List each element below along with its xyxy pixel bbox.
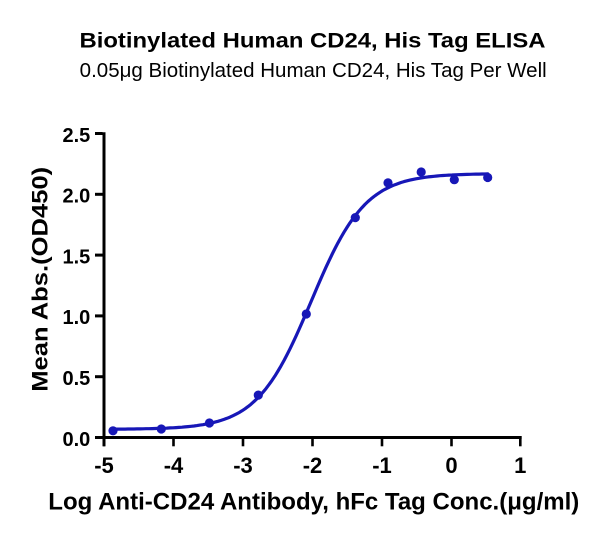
svg-text:-1: -1 <box>372 453 392 478</box>
svg-text:-4: -4 <box>164 453 184 478</box>
svg-text:1: 1 <box>514 453 526 478</box>
svg-text:-3: -3 <box>233 453 253 478</box>
svg-text:0: 0 <box>445 453 457 478</box>
svg-text:1.0: 1.0 <box>62 307 90 329</box>
svg-text:-5: -5 <box>94 453 114 478</box>
svg-text:Mean Abs.(OD450): Mean Abs.(OD450) <box>28 167 53 392</box>
svg-text:2.0: 2.0 <box>62 186 90 208</box>
svg-text:Biotinylated Human CD24, His T: Biotinylated Human CD24, His Tag ELISA <box>80 30 546 53</box>
svg-text:0.0: 0.0 <box>62 429 90 451</box>
svg-text:0.05μg Biotinylated Human CD24: 0.05μg Biotinylated Human CD24, His Tag … <box>80 60 547 82</box>
svg-text:0.5: 0.5 <box>62 368 90 390</box>
svg-text:2.5: 2.5 <box>62 125 90 147</box>
svg-text:-2: -2 <box>303 453 323 478</box>
svg-text:1.5: 1.5 <box>62 246 90 268</box>
svg-text:Log Anti-CD24 Antibody, hFc Ta: Log Anti-CD24 Antibody, hFc Tag Conc.(μg… <box>48 489 579 516</box>
